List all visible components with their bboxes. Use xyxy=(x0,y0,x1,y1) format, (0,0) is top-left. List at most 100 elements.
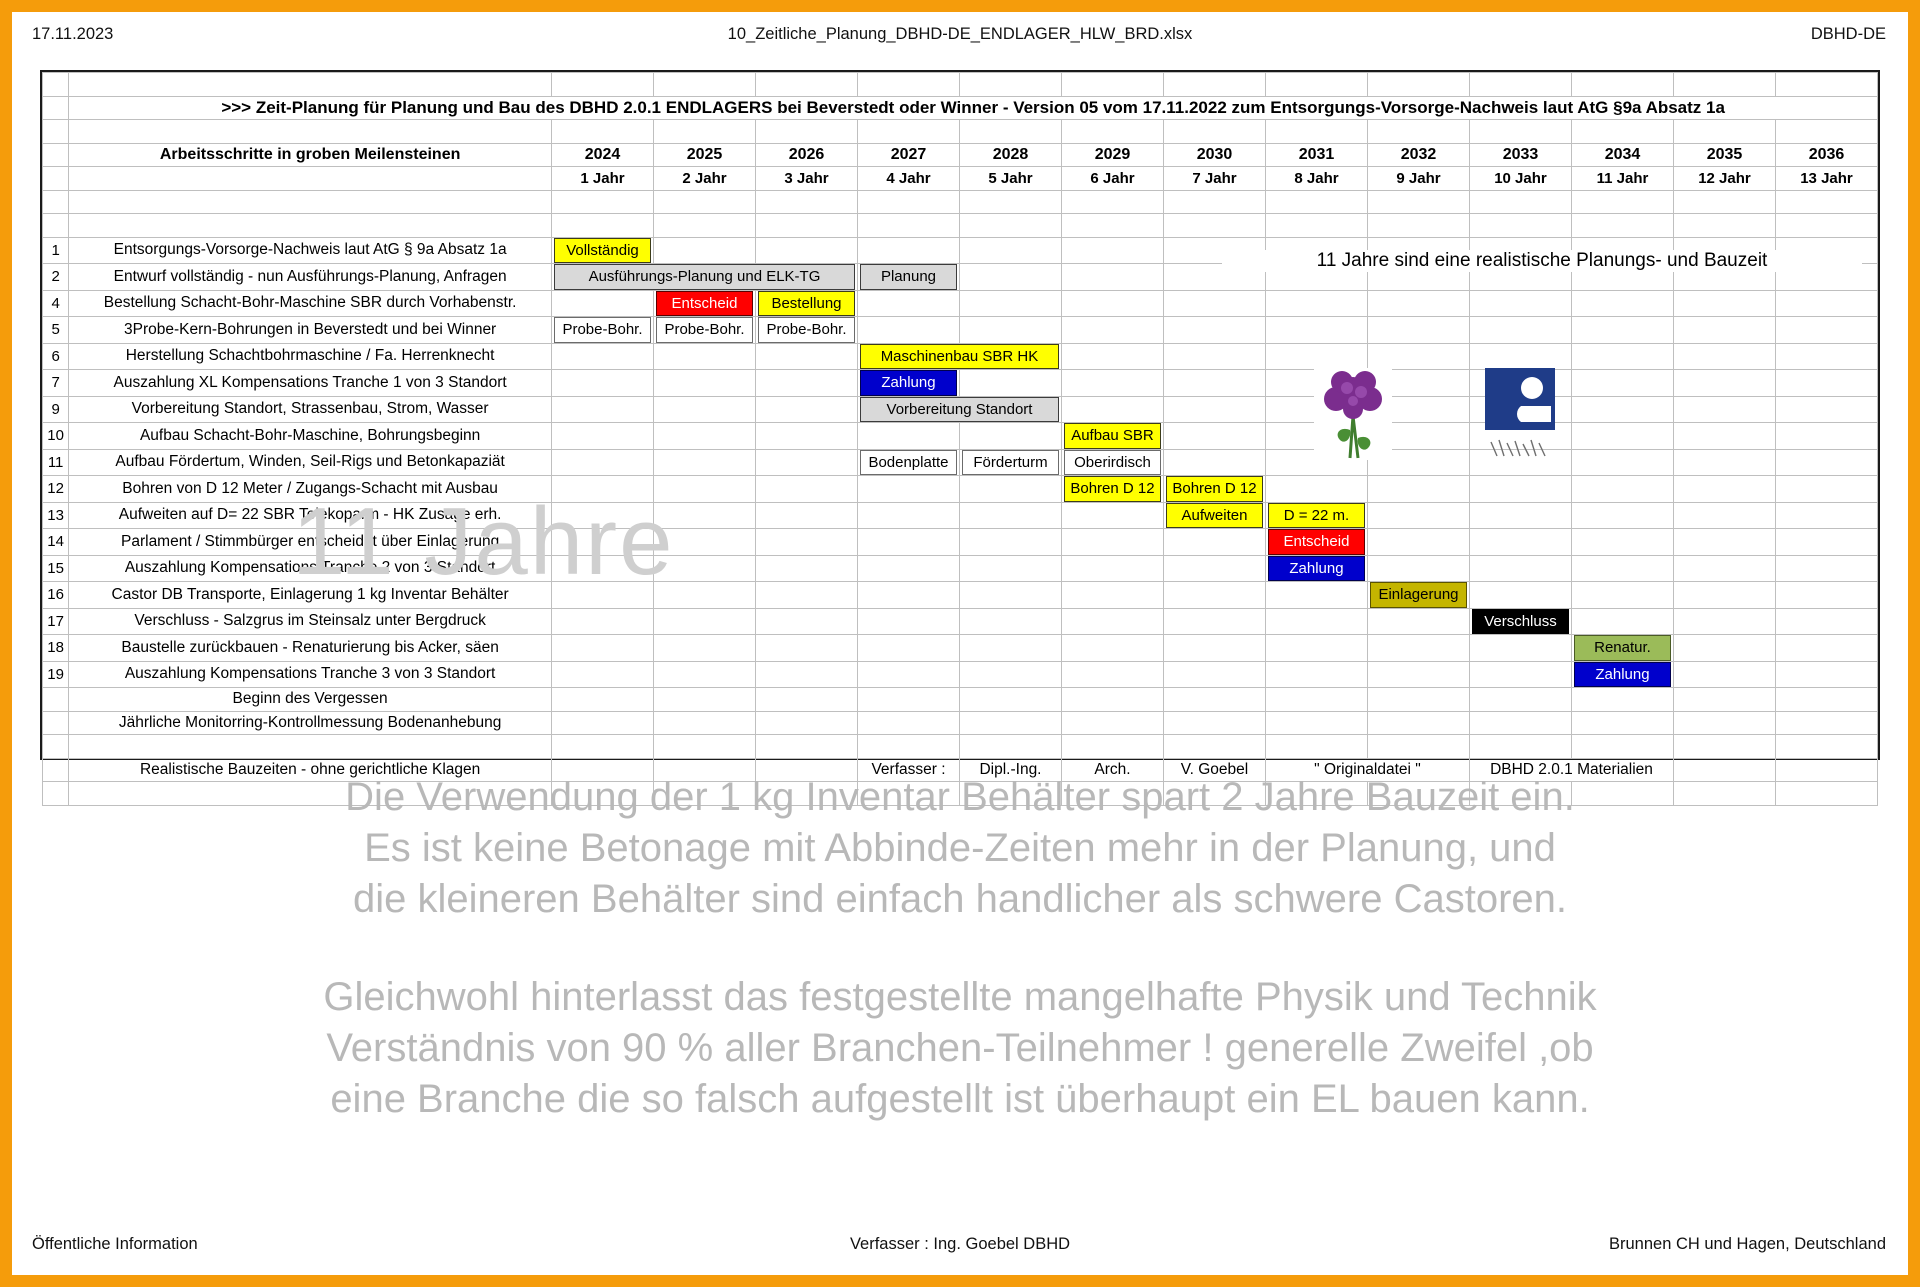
empty-cell[interactable] xyxy=(1366,119,1470,144)
gantt-bar-cell[interactable]: Bohren D 12 xyxy=(1060,475,1164,503)
empty-cell[interactable] xyxy=(958,634,1062,662)
empty-cell[interactable] xyxy=(754,581,858,609)
empty-cell[interactable] xyxy=(1468,501,1572,529)
empty-cell[interactable] xyxy=(1264,342,1368,370)
empty-cell[interactable] xyxy=(958,263,1062,291)
empty-cell[interactable] xyxy=(1774,189,1879,214)
empty-cell[interactable] xyxy=(754,119,858,144)
empty-cell[interactable] xyxy=(1162,395,1266,423)
table-row[interactable]: 13 Aufweiten auf D= 22 SBR Telekoparm - H… xyxy=(41,501,1879,529)
empty-cell[interactable] xyxy=(958,236,1062,264)
empty-cell[interactable] xyxy=(1264,634,1368,662)
empty-cell[interactable] xyxy=(754,607,858,635)
empty-cell[interactable] xyxy=(41,213,70,238)
empty-cell[interactable] xyxy=(958,781,1062,806)
empty-cell[interactable] xyxy=(1264,72,1368,97)
empty-cell[interactable] xyxy=(1672,734,1776,759)
table-row[interactable]: Beginn des Vergessen xyxy=(41,687,1879,712)
empty-cell[interactable] xyxy=(550,72,654,97)
gantt-bar-cell[interactable]: Probe-Bohr. xyxy=(550,316,654,344)
empty-cell[interactable] xyxy=(1162,554,1266,582)
empty-cell[interactable] xyxy=(1774,369,1879,397)
empty-cell[interactable] xyxy=(1570,316,1674,344)
empty-cell[interactable] xyxy=(1366,501,1470,529)
empty-cell[interactable] xyxy=(652,660,756,688)
gantt-bar-cell[interactable]: Verschluss xyxy=(1468,607,1572,635)
empty-cell[interactable] xyxy=(1162,607,1266,635)
empty-cell[interactable] xyxy=(1468,316,1572,344)
empty-cell[interactable] xyxy=(1264,687,1368,712)
empty-cell[interactable] xyxy=(1774,781,1879,806)
empty-cell[interactable] xyxy=(1672,422,1776,450)
empty-cell[interactable] xyxy=(550,734,654,759)
empty-cell[interactable] xyxy=(1570,475,1674,503)
empty-cell[interactable] xyxy=(1774,710,1879,735)
empty-cell[interactable] xyxy=(1570,710,1674,735)
empty-cell[interactable] xyxy=(958,710,1062,735)
empty-cell[interactable] xyxy=(41,72,70,97)
empty-cell[interactable] xyxy=(856,189,960,214)
empty-cell[interactable] xyxy=(856,316,960,344)
empty-cell[interactable] xyxy=(550,687,654,712)
empty-cell[interactable] xyxy=(1570,687,1674,712)
empty-cell[interactable] xyxy=(754,634,858,662)
empty-cell[interactable] xyxy=(1570,607,1674,635)
empty-cell[interactable] xyxy=(1060,369,1164,397)
empty-cell[interactable] xyxy=(1162,316,1266,344)
empty-cell[interactable] xyxy=(856,501,960,529)
empty-cell[interactable] xyxy=(1264,734,1368,759)
empty-cell[interactable] xyxy=(1774,316,1879,344)
empty-cell[interactable] xyxy=(1468,189,1572,214)
empty-cell[interactable] xyxy=(1366,528,1470,556)
empty-cell[interactable] xyxy=(754,342,858,370)
empty-cell[interactable] xyxy=(754,422,858,450)
empty-cell[interactable] xyxy=(1672,342,1776,370)
empty-cell[interactable] xyxy=(1672,554,1776,582)
empty-cell[interactable] xyxy=(1366,734,1470,759)
empty-cell[interactable] xyxy=(550,781,654,806)
empty-cell[interactable] xyxy=(550,475,654,503)
empty-cell[interactable] xyxy=(958,607,1062,635)
gantt-bar-cell[interactable]: Probe-Bohr. xyxy=(754,316,858,344)
empty-cell[interactable] xyxy=(1468,119,1572,144)
empty-cell[interactable] xyxy=(1672,448,1776,476)
empty-cell[interactable] xyxy=(1366,289,1470,317)
empty-cell[interactable] xyxy=(652,342,756,370)
empty-cell[interactable] xyxy=(1162,289,1266,317)
table-row[interactable]: 16 Castor DB Transporte, Einlagerung 1 kg… xyxy=(41,581,1879,609)
empty-cell[interactable] xyxy=(652,448,756,476)
empty-cell[interactable] xyxy=(958,528,1062,556)
empty-cell[interactable] xyxy=(652,189,756,214)
empty-cell[interactable] xyxy=(754,660,858,688)
empty-cell[interactable] xyxy=(68,734,552,759)
empty-cell[interactable] xyxy=(1774,554,1879,582)
gantt-bar-cell[interactable]: Aufweiten xyxy=(1162,501,1266,529)
empty-cell[interactable] xyxy=(652,72,756,97)
empty-cell[interactable] xyxy=(1366,634,1470,662)
table-row[interactable]: 15 Auszahlung Kompensations Tranche 2 von… xyxy=(41,554,1879,582)
empty-cell[interactable] xyxy=(652,369,756,397)
empty-cell[interactable] xyxy=(754,72,858,97)
empty-cell[interactable] xyxy=(1366,781,1470,806)
empty-cell[interactable] xyxy=(856,236,960,264)
empty-cell[interactable] xyxy=(1468,687,1572,712)
year-header-2029[interactable]: 2029 xyxy=(1060,142,1164,167)
empty-cell[interactable] xyxy=(550,213,654,238)
empty-cell[interactable] xyxy=(856,710,960,735)
empty-cell[interactable] xyxy=(1162,660,1266,688)
empty-cell[interactable] xyxy=(958,475,1062,503)
empty-cell[interactable] xyxy=(1774,422,1879,450)
empty-cell[interactable] xyxy=(1162,687,1266,712)
gantt-bar-cell[interactable]: D = 22 m. xyxy=(1264,501,1368,529)
empty-cell[interactable] xyxy=(1060,634,1164,662)
empty-cell[interactable] xyxy=(1672,660,1776,688)
empty-cell[interactable] xyxy=(1774,501,1879,529)
empty-cell[interactable] xyxy=(1570,72,1674,97)
empty-cell[interactable] xyxy=(652,213,756,238)
gantt-bar-cell[interactable]: Vorbereitung Standort xyxy=(856,395,1062,423)
empty-cell[interactable] xyxy=(1570,342,1674,370)
empty-cell[interactable] xyxy=(550,607,654,635)
empty-cell[interactable] xyxy=(1672,528,1776,556)
gantt-bar-cell[interactable]: Zahlung xyxy=(1570,660,1674,688)
empty-cell[interactable] xyxy=(1366,213,1470,238)
